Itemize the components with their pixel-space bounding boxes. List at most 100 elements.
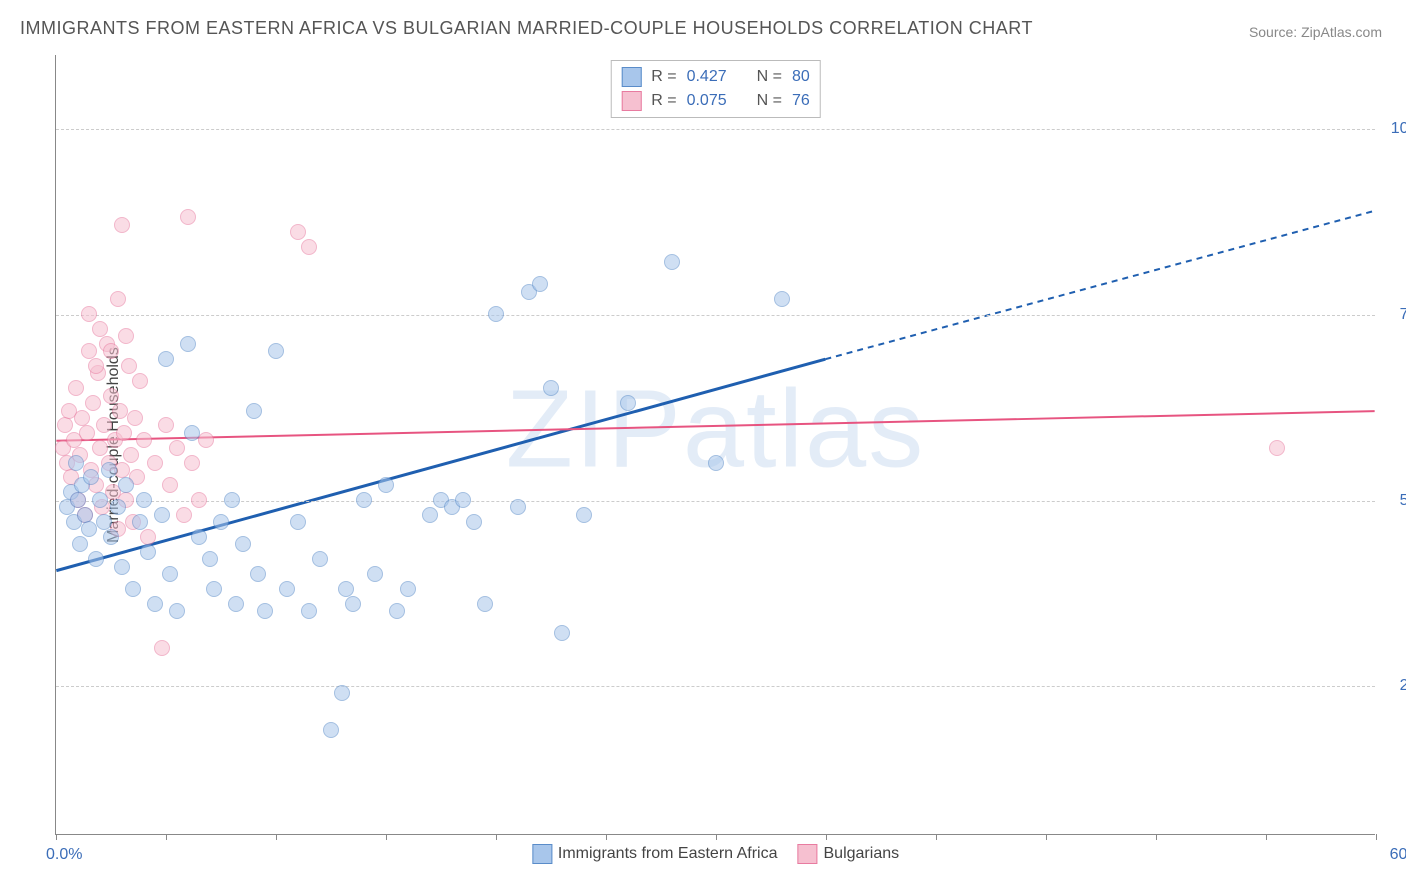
data-point [81,306,97,322]
x-tick [276,834,277,840]
trend-lines-svg [56,55,1375,834]
x-tick [386,834,387,840]
data-point [180,209,196,225]
data-point [334,685,350,701]
data-point [620,395,636,411]
data-point [121,358,137,374]
legend-n-value: 80 [792,68,810,86]
watermark-text-1: ZIP [506,367,683,490]
data-point [1269,440,1285,456]
watermark-text-2: atlas [683,367,925,490]
data-point [68,380,84,396]
data-point [664,254,680,270]
data-point [140,544,156,560]
x-tick [166,834,167,840]
data-point [532,276,548,292]
data-point [83,469,99,485]
data-point [228,596,244,612]
data-point [312,551,328,567]
data-point [96,514,112,530]
data-point [422,507,438,523]
plot-area: Married-couple Households ZIPatlas R = 0… [55,55,1375,835]
data-point [250,566,266,582]
data-point [136,492,152,508]
data-point [169,603,185,619]
data-point [88,551,104,567]
data-point [279,581,295,597]
data-point [116,425,132,441]
x-tick [1156,834,1157,840]
gridline-h [56,686,1375,687]
data-point [103,388,119,404]
data-point [70,492,86,508]
legend-swatch [798,844,818,864]
data-point [301,239,317,255]
legend-swatch [621,91,641,111]
source-label: Source: ZipAtlas.com [1249,24,1382,40]
data-point [127,410,143,426]
data-point [77,507,93,523]
data-point [169,440,185,456]
data-point [85,395,101,411]
data-point [154,507,170,523]
data-point [140,529,156,545]
legend-series: Immigrants from Eastern Africa Bulgarian… [532,844,899,864]
x-tick [716,834,717,840]
x-tick [1046,834,1047,840]
data-point [180,336,196,352]
data-point [57,417,73,433]
chart-container: IMMIGRANTS FROM EASTERN AFRICA VS BULGAR… [0,0,1406,892]
legend-series-item: Immigrants from Eastern Africa [532,844,778,864]
x-tick [936,834,937,840]
legend-n-label: N = [757,92,782,110]
legend-series-label: Immigrants from Eastern Africa [558,845,778,863]
legend-r-value: 0.427 [687,68,727,86]
data-point [132,514,148,530]
legend-r-label: R = [651,68,676,86]
data-point [162,477,178,493]
legend-correlation-row: R = 0.427 N = 80 [621,65,810,89]
legend-n-label: N = [757,68,782,86]
x-tick [826,834,827,840]
data-point [92,492,108,508]
data-point [110,499,126,515]
data-point [158,351,174,367]
data-point [213,514,229,530]
data-point [708,455,724,471]
data-point [455,492,471,508]
data-point [184,455,200,471]
data-point [176,507,192,523]
trend-line-extrapolated [825,211,1374,359]
data-point [510,499,526,515]
data-point [74,410,90,426]
data-point [290,514,306,530]
x-tick [56,834,57,840]
data-point [246,403,262,419]
data-point [543,380,559,396]
data-point [154,640,170,656]
data-point [147,596,163,612]
data-point [257,603,273,619]
data-point [118,328,134,344]
y-tick-label: 25.0% [1400,677,1406,695]
data-point [118,477,134,493]
data-point [345,596,361,612]
data-point [202,551,218,567]
data-point [162,566,178,582]
y-tick-label: 75.0% [1400,306,1406,324]
data-point [158,417,174,433]
data-point [576,507,592,523]
data-point [112,403,128,419]
data-point [268,343,284,359]
data-point [136,432,152,448]
data-point [191,492,207,508]
legend-correlation-row: R = 0.075 N = 76 [621,89,810,113]
data-point [96,417,112,433]
x-tick [1266,834,1267,840]
data-point [79,425,95,441]
x-axis-min-label: 0.0% [46,846,82,864]
data-point [206,581,222,597]
data-point [103,343,119,359]
legend-series-label: Bulgarians [824,845,900,863]
x-tick [606,834,607,840]
